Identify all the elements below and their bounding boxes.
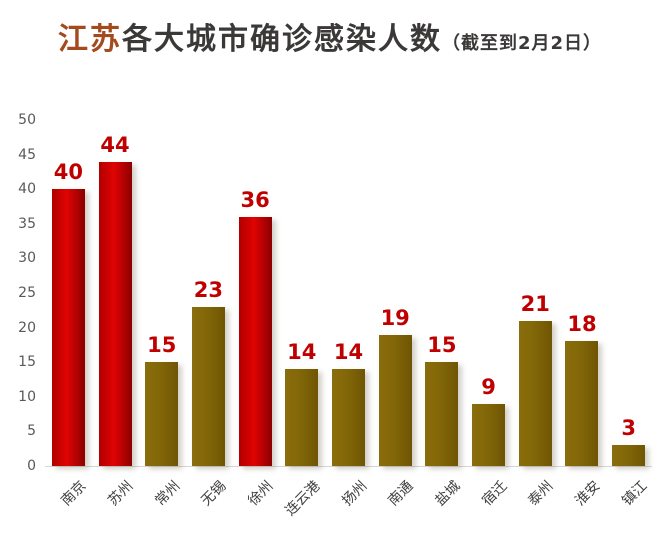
x-axis-label: 盐城: [432, 478, 464, 510]
bar: [51, 189, 85, 466]
bar-value-label: 40: [53, 160, 83, 185]
x-axis-label: 苏州: [105, 478, 137, 510]
y-axis-tick: 35: [18, 215, 36, 232]
bar-value-label: 36: [240, 187, 270, 212]
bar: [285, 369, 319, 466]
bar: [145, 362, 179, 466]
bar-value-label: 44: [100, 132, 130, 157]
x-axis-label: 徐州: [245, 478, 277, 510]
x-axis-label: 无锡: [198, 478, 230, 510]
bar-value-label: 21: [520, 291, 550, 316]
y-axis-tick: 30: [18, 250, 36, 267]
bar-value-label: 3: [621, 416, 636, 441]
y-axis-tick: 5: [27, 423, 36, 440]
bar: [238, 216, 272, 466]
y-axis-tick: 25: [18, 285, 36, 301]
bar-value-label: 14: [287, 340, 317, 365]
y-axis-tick: 40: [18, 181, 36, 198]
bar: [518, 320, 552, 466]
x-axis-label: 淮安: [572, 478, 604, 510]
bar-value-label: 23: [193, 277, 224, 302]
title-main: 各大城市确诊感染人数: [121, 22, 442, 57]
y-axis-tick: 10: [18, 388, 36, 405]
y-axis-tick: 45: [18, 146, 36, 163]
chart-title: 江苏各大城市确诊感染人数（截至到2月2日）: [0, 22, 660, 62]
bar-value-label: 18: [567, 312, 597, 337]
title-province: 江苏: [57, 22, 122, 57]
bar: [472, 403, 506, 466]
bar-value-label: 15: [427, 333, 457, 358]
bar: [191, 306, 225, 466]
bar: [98, 161, 132, 466]
x-axis-label: 宿迁: [478, 478, 511, 510]
bar-value-label: 15: [147, 333, 177, 358]
bar-chart-plot: 0 5 10 15 20 25 30 35 40 45 50 40 南京 44 苏州 15 常州 23 无锡 36 徐州…: [18, 112, 652, 519]
title-date-note: （截至到2月2日）: [441, 33, 603, 54]
x-axis-label: 扬州: [338, 478, 370, 510]
bar: [332, 369, 365, 466]
y-axis-tick: 0: [27, 458, 36, 474]
x-axis-label: 常州: [152, 478, 184, 510]
x-axis-label: 南京: [58, 478, 90, 510]
y-axis-tick: 20: [18, 319, 36, 336]
bar: [565, 341, 599, 466]
y-axis-tick: 15: [18, 354, 36, 371]
bar: [612, 445, 646, 466]
bar-value-label: 19: [380, 305, 410, 330]
x-axis-line: [45, 466, 652, 467]
bar-value-label: 9: [481, 374, 496, 399]
x-axis-label: 镇江: [618, 478, 651, 510]
bar: [378, 334, 412, 466]
y-axis-tick: 50: [18, 112, 36, 128]
x-axis-label: 南通: [385, 478, 417, 510]
bar-value-label: 14: [333, 340, 364, 365]
x-axis-label: 连云港: [282, 478, 324, 520]
bar: [425, 362, 459, 466]
x-axis-label: 泰州: [525, 478, 557, 510]
